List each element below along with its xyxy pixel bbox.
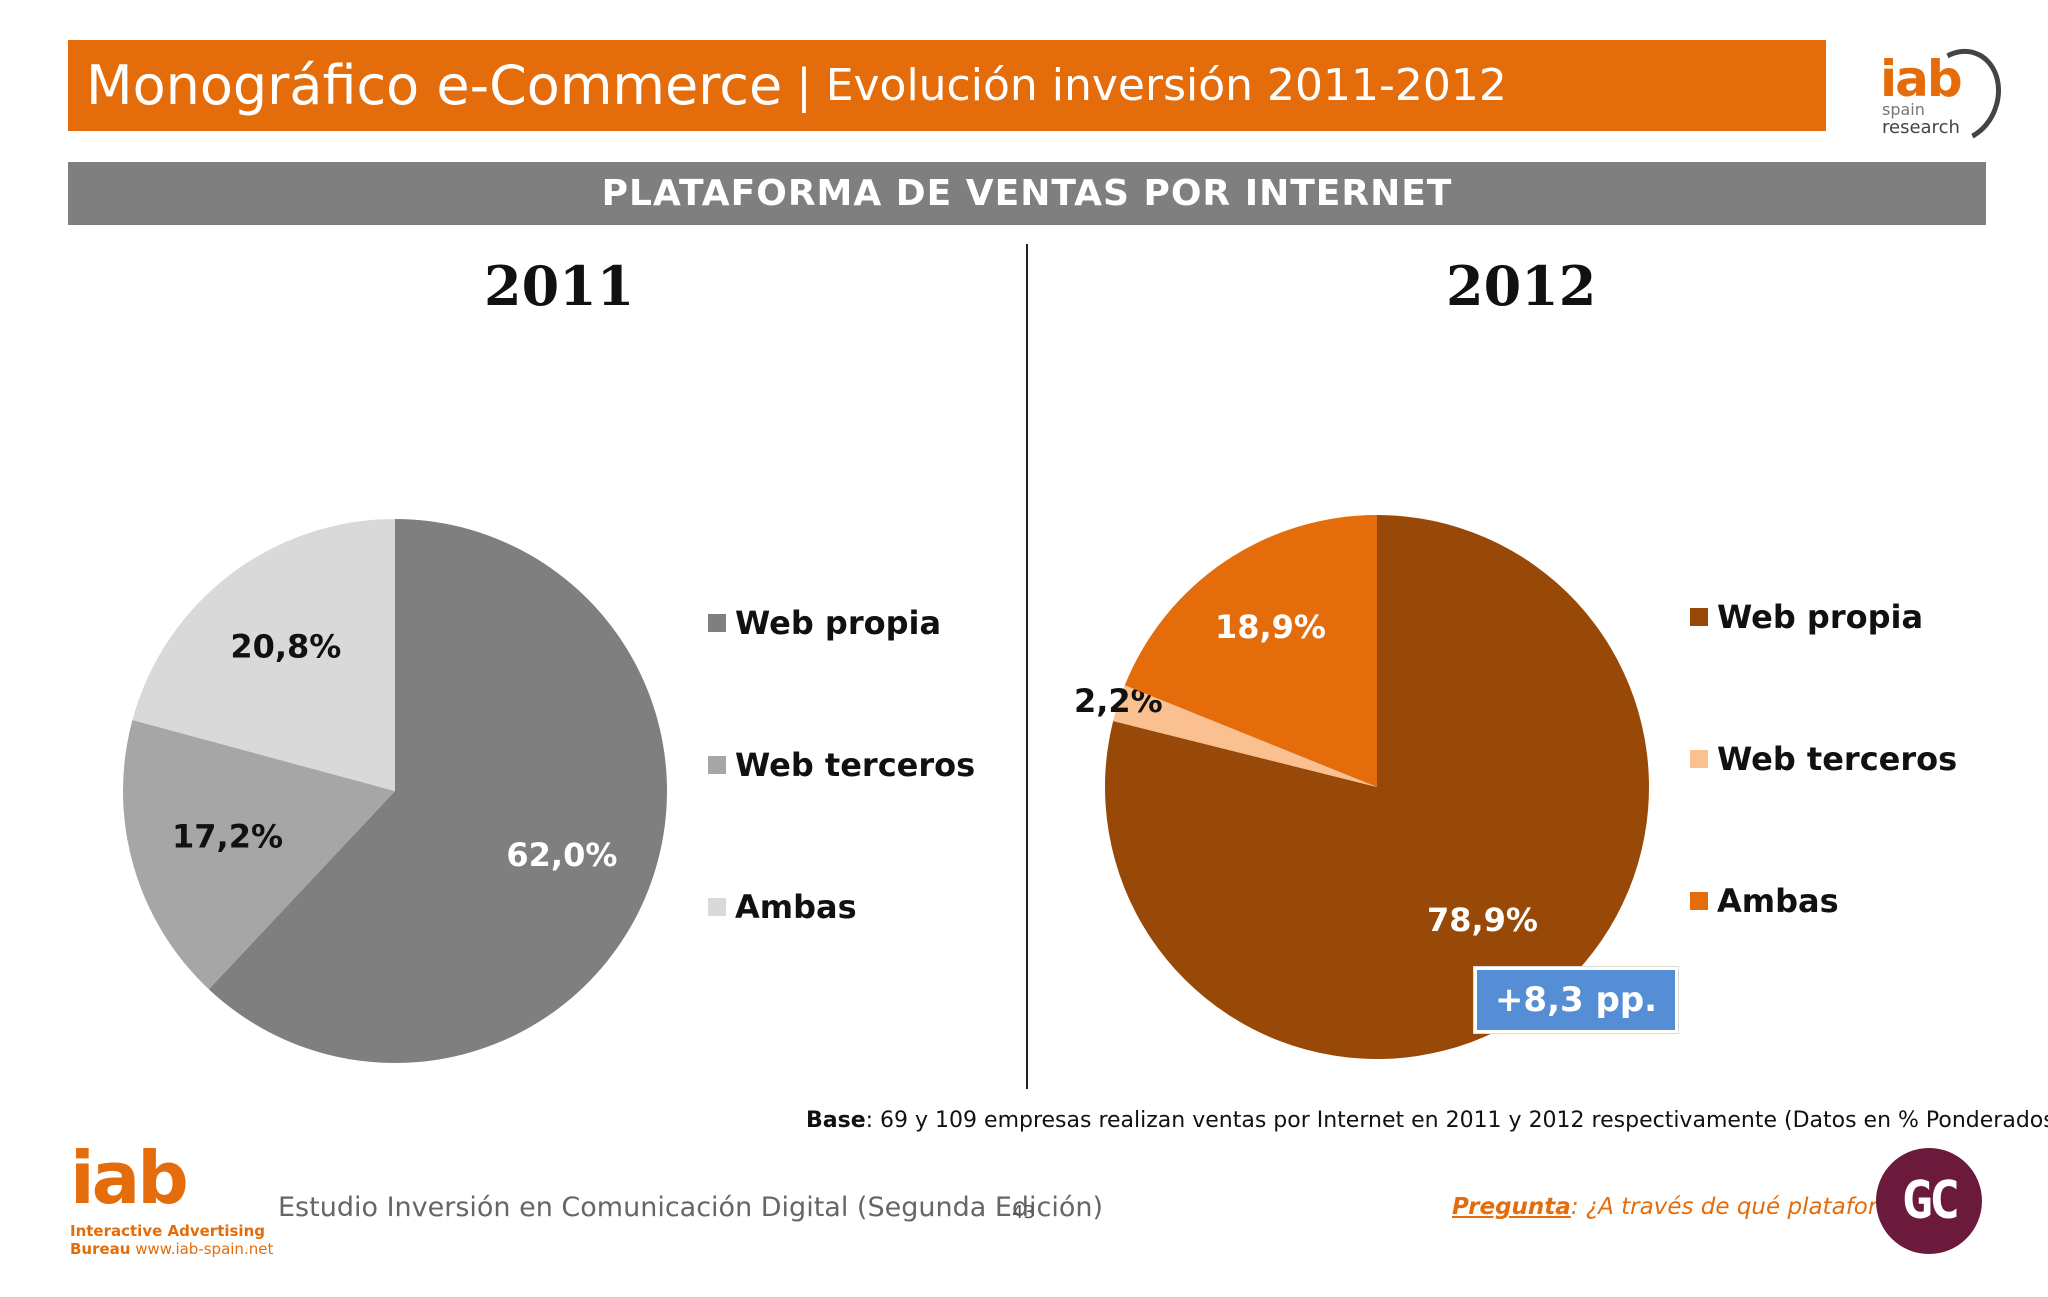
footer-logo-text: iab: [70, 1136, 189, 1220]
change-callout: +8,3 pp.: [1474, 967, 1678, 1033]
legend-swatch: [708, 898, 726, 916]
question-label: Pregunta: [1452, 1194, 1571, 1220]
slice-label-2012-ambas: 18,9%: [1215, 608, 1326, 646]
chart-title-2012: 2012: [1446, 254, 1597, 318]
question-note: Pregunta: ¿A través de qué plataforma?: [1452, 1194, 1926, 1220]
legend-label: Ambas: [1717, 882, 1839, 920]
slice-label-2011-web-propia: 62,0%: [506, 836, 617, 874]
pie-slice-2011-ambas: [132, 519, 395, 791]
section-title: PLATAFORMA DE VENTAS POR INTERNET: [601, 173, 1453, 214]
legend-swatch: [1690, 608, 1708, 626]
logo-spain: spain: [1882, 100, 1925, 119]
pie-slice-2011-web-terceros: [123, 720, 395, 990]
footer-logo-line2: Bureau www.iab-spain.net: [70, 1240, 273, 1258]
title-separator: |: [796, 58, 812, 113]
page-number: 43: [1012, 1202, 1035, 1223]
pie-slice-2011-web-propia: [208, 519, 667, 1063]
footer-logo-bureau: Bureau: [70, 1240, 131, 1258]
pie-slice-2012-ambas: [1124, 515, 1377, 787]
iab-research-logo: iab spain research: [1880, 37, 2015, 155]
legend-item-ambas: Ambas: [1690, 882, 1839, 920]
legend-item-web-propia: Web propia: [708, 604, 941, 642]
base-label: Base: [806, 1108, 866, 1133]
gc-logo-text: GC: [1901, 1171, 1961, 1231]
legend-swatch: [708, 614, 726, 632]
legend-label: Web propia: [735, 604, 942, 642]
callout-text: +8,3 pp.: [1494, 980, 1658, 1020]
section-bar: PLATAFORMA DE VENTAS POR INTERNET: [68, 162, 1986, 225]
iab-logo-footer: iab Interactive Advertising Bureau www.i…: [70, 1142, 300, 1262]
legend-swatch: [1690, 892, 1708, 910]
slice-label-2012-web-propia: 78,9%: [1427, 901, 1538, 939]
legend-label: Web terceros: [1717, 740, 1958, 778]
base-note: Base: 69 y 109 empresas realizan ventas …: [806, 1108, 2048, 1133]
footer-logo-line1: Interactive Advertising: [70, 1222, 265, 1240]
slice-label-2011-web-terceros: 17,2%: [172, 818, 283, 856]
question-colon: :: [1570, 1194, 1579, 1220]
legend-item-ambas: Ambas: [708, 888, 857, 926]
footer-study-title: Estudio Inversión en Comunicación Digita…: [278, 1192, 1104, 1223]
gc-logo: GC: [1876, 1148, 1982, 1254]
legend-label: Ambas: [735, 888, 857, 926]
chart-title-2011: 2011: [484, 254, 635, 318]
legend-swatch: [1690, 750, 1708, 768]
legend-label: Web propia: [1717, 598, 1924, 636]
footer-logo-url: www.iab-spain.net: [130, 1240, 274, 1258]
title-bar: Monográfico e-Commerce | Evolución inver…: [68, 40, 1826, 131]
legend-item-web-terceros: Web terceros: [708, 746, 975, 784]
pie-slice-2012-web-terceros: [1113, 685, 1377, 787]
logo-text: iab: [1880, 50, 1963, 108]
logo-research: research: [1882, 117, 1960, 138]
legend-item-web-terceros: Web terceros: [1690, 740, 1957, 778]
page-subtitle: Evolución inversión 2011-2012: [825, 60, 1507, 111]
page-title: Monográfico e-Commerce: [86, 54, 783, 117]
legend-label: Web terceros: [735, 746, 976, 784]
base-text: : 69 y 109 empresas realizan ventas por …: [865, 1108, 2048, 1133]
slice-label-2011-ambas: 20,8%: [230, 627, 341, 665]
question-text: ¿A través de qué plataforma?: [1578, 1194, 1926, 1220]
legend-item-web-propia: Web propia: [1690, 598, 1923, 636]
chart-divider: [1026, 244, 1028, 1089]
legend-swatch: [708, 756, 726, 774]
